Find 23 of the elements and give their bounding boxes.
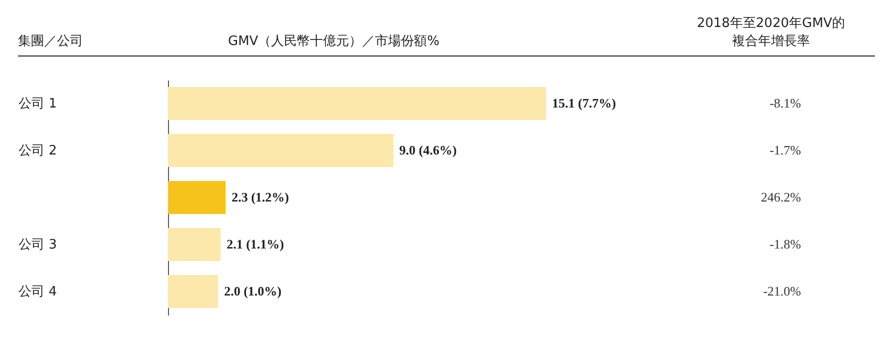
y-tick-label: 公司 3 bbox=[18, 238, 57, 252]
text: 246.2% bbox=[760, 190, 802, 204]
bar bbox=[168, 228, 221, 261]
data-label: 2.3 (1.2%) bbox=[232, 190, 289, 204]
text: -1.7% bbox=[770, 142, 802, 158]
y-tick-label: 公司 2 bbox=[18, 144, 57, 158]
text: -21.0% bbox=[763, 284, 802, 298]
data-label: 2.1 (1.1%) bbox=[226, 236, 284, 252]
y-tick-label: 公司 4 bbox=[18, 284, 57, 300]
text: GMV（人民幣十億元）／市場份額% bbox=[228, 34, 440, 49]
text: -1.8% bbox=[770, 236, 802, 252]
y-tick-label: 公司 1 bbox=[18, 96, 57, 112]
bar bbox=[168, 275, 218, 308]
text: 2018年至2020年GMV的 bbox=[696, 16, 846, 31]
data-label: 2.0 (1.0%) bbox=[224, 284, 282, 298]
bar bbox=[168, 87, 546, 120]
text: -8.1% bbox=[770, 96, 802, 110]
text: 集團／公司 bbox=[18, 34, 83, 49]
text: 複合年增長率 bbox=[732, 33, 810, 49]
data-label: 9.0 (4.6%) bbox=[399, 142, 457, 158]
bar bbox=[168, 134, 394, 167]
bar bbox=[168, 181, 226, 214]
data-label: 15.1 (7.7%) bbox=[552, 96, 616, 110]
